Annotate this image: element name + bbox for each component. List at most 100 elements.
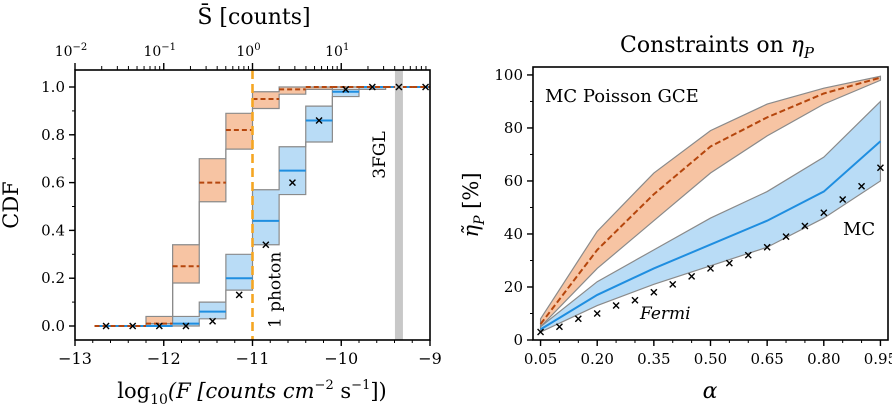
cdf-ytick-label-2: 0.4 xyxy=(41,221,65,239)
constraints-fermi-point-16-b xyxy=(839,196,847,204)
constraints-fermi-point-12-b xyxy=(763,243,771,251)
poisson-band-8 xyxy=(305,87,333,90)
3fgl-threshold-band xyxy=(394,70,403,340)
constraints-fermi-point-4-b xyxy=(612,302,620,310)
cdf-fermi-point-7 xyxy=(288,179,296,187)
constraints-fermi-point-9 xyxy=(707,264,714,272)
mc-band-2 xyxy=(146,323,173,326)
cdf-y-axis-label: CDF xyxy=(0,181,23,228)
constraints-xtick-label-3: 0.50 xyxy=(694,350,727,368)
constraints-fermi-point-10 xyxy=(725,259,733,267)
constraints-fermi-point-14 xyxy=(801,222,809,230)
cdf-fermi-point-5 xyxy=(235,291,243,299)
constraints-fermi-point-12 xyxy=(763,243,771,251)
constraints-fermi-point-1-b xyxy=(555,323,563,331)
poisson-band-7 xyxy=(279,87,306,95)
cdf-plot-content xyxy=(94,70,430,340)
constraints-fermi-point-5-b xyxy=(631,296,639,304)
mc-band-5 xyxy=(225,254,253,291)
cdf-ytick-label-1: 0.2 xyxy=(41,269,65,287)
constraints-fermi-point-9-b xyxy=(707,264,714,272)
cdf-fermi-point-8 xyxy=(315,116,323,124)
constraints-ytick-label-4: 80 xyxy=(504,119,523,137)
cdf-x-axis-label: log10(F [counts cm−2 s−1]) xyxy=(117,378,386,406)
poisson-band-5 xyxy=(225,113,253,150)
constraints-fermi-point-0 xyxy=(537,328,545,336)
cdf-fermi-point-0-b xyxy=(102,322,110,330)
cdf-panel: −13 −12 −11 −10 −9 0.0 0.2 0.4 0.6 0.8 1.0 10−2 10−1… xyxy=(0,3,442,406)
cdf-fermi-point-2-b xyxy=(155,322,163,330)
constraints-fermi-point-10-b xyxy=(725,259,733,267)
cdf-fermi-point-3 xyxy=(182,322,190,330)
constraints-fermi-point-15 xyxy=(820,209,828,217)
cdf-xtick-label-3: −10 xyxy=(324,349,358,368)
constraints-fermi-point-13-b xyxy=(782,233,790,241)
cdf-fermi-point-11 xyxy=(395,83,403,91)
cdf-fermi-point-3-b xyxy=(182,322,190,330)
cdf-fermi-point-9 xyxy=(342,85,350,93)
cdf-fermi-point-1 xyxy=(129,322,137,330)
constraints-fermi-point-17 xyxy=(858,182,866,190)
constraints-xtick-label-2: 0.35 xyxy=(637,350,670,368)
constraints-fermi-point-11-b xyxy=(744,251,752,259)
constraints-panel: 0.05 0.20 0.35 0.50 0.65 0.80 0.95 0 20 40 60 80 100… xyxy=(459,33,892,404)
cdf-fermi-point-12 xyxy=(422,83,430,91)
constraints-y-axis-label: η̃P [%] xyxy=(459,172,488,237)
cdf-fermi-point-11-b xyxy=(395,83,403,91)
constraints-plot-content xyxy=(537,75,884,336)
constraints-ytick-label-5: 100 xyxy=(494,66,523,84)
cdf-ytick-label-5: 1.0 xyxy=(41,78,65,96)
cdf-fermi-point-12-b xyxy=(422,83,430,91)
cdf-top-tick-label-3: 101 xyxy=(325,42,349,60)
poisson-band-2 xyxy=(146,316,173,326)
mc-band-6 xyxy=(252,189,280,245)
constraints-fermi-point-3 xyxy=(593,310,601,317)
cdf-fermi-point-6-b xyxy=(262,241,270,249)
constraints-fermi-point-0-b xyxy=(537,328,545,336)
constraints-title: Constraints on ηP xyxy=(620,33,815,62)
cdf-ytick-label-3: 0.6 xyxy=(41,174,65,192)
cdf-fermi-point-1-b xyxy=(129,322,137,330)
one-photon-label: 1 photon xyxy=(266,252,286,328)
cdf-fermi-point-0 xyxy=(102,322,110,330)
cdf-fermi-point-4 xyxy=(209,317,217,325)
constraints-xtick-label-1: 0.20 xyxy=(580,350,613,368)
constraints-fermi-point-15-b xyxy=(820,209,828,217)
mc-band-8 xyxy=(305,106,333,142)
constraints-xtick-label-5: 0.80 xyxy=(807,350,840,368)
poisson-median-line xyxy=(539,76,881,325)
cdf-xtick-label-2: −11 xyxy=(236,349,270,368)
cdf-fermi-point-2 xyxy=(155,322,163,330)
cdf-fermi-point-6 xyxy=(262,241,270,249)
constraints-xtick-label-0: 0.05 xyxy=(524,350,557,368)
constraints-fermi-point-1 xyxy=(555,323,563,331)
constraints-fermi-point-17-b xyxy=(858,182,866,190)
constraints-fermi-point-7 xyxy=(669,280,677,288)
constraints-xtick-label-4: 0.65 xyxy=(750,350,783,368)
constraints-fermi-point-14-b xyxy=(801,222,809,230)
constraints-fermi-point-18-b xyxy=(876,164,884,172)
cdf-fermi-point-10-b xyxy=(368,83,376,91)
constraints-ticks: 0.05 0.20 0.35 0.50 0.65 0.80 0.95 0 20 40 60 80 100 xyxy=(494,66,892,368)
cdf-fermi-point-5-b xyxy=(235,291,243,299)
cdf-top-tick-label-2: 100 xyxy=(236,42,260,60)
cdf-ytick-label-0: 0.0 xyxy=(41,317,65,335)
mc-band-3 xyxy=(172,316,200,326)
cdf-ticks: −13 −12 −11 −10 −9 0.0 0.2 0.4 0.6 0.8 1.0 10−2 10−1… xyxy=(41,42,442,368)
constraints-fermi-point-6 xyxy=(650,288,658,296)
cdf-xtick-label-1: −12 xyxy=(147,349,181,368)
fermi-label: Fermi xyxy=(639,304,691,324)
poisson-confidence-band xyxy=(539,75,882,329)
cdf-fermi-point-8-b xyxy=(315,116,323,124)
constraints-fermi-point-3-b xyxy=(593,310,601,317)
poisson-band-4 xyxy=(199,158,226,202)
constraints-ytick-label-1: 20 xyxy=(504,278,523,296)
poisson-band-6 xyxy=(252,91,280,109)
constraints-fermi-point-11 xyxy=(744,251,752,259)
mc-band-9 xyxy=(332,89,359,97)
constraints-ytick-label-3: 60 xyxy=(504,172,523,190)
constraints-fermi-point-2-b xyxy=(574,315,582,323)
poisson-band-3 xyxy=(172,244,200,283)
cdf-top-tick-label-0: 10−2 xyxy=(55,42,88,60)
